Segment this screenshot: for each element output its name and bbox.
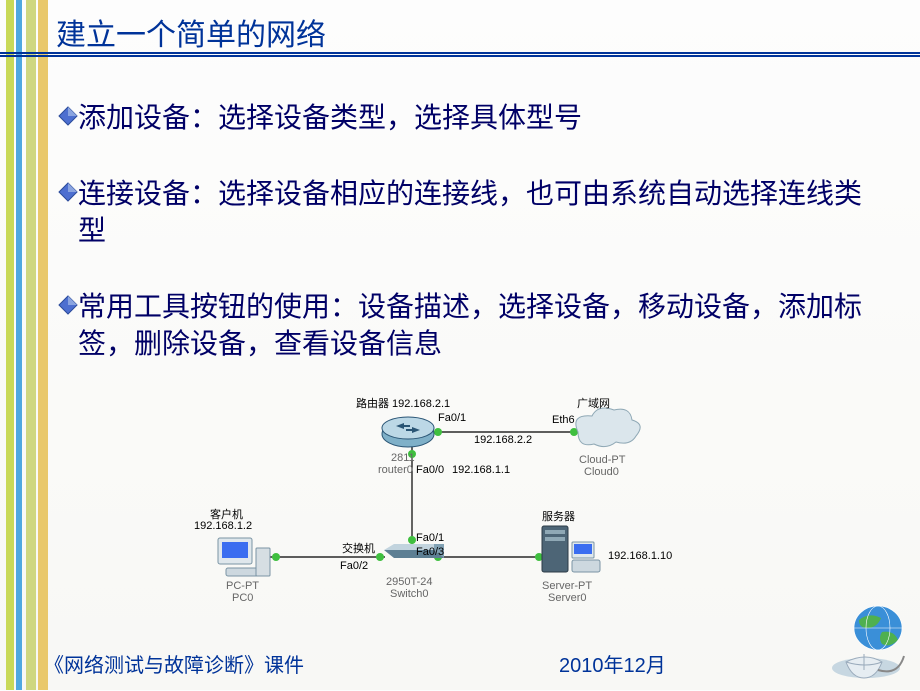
stripe — [26, 0, 36, 690]
pc-icon — [218, 538, 270, 576]
ip-rc-label: 192.168.2.2 — [474, 434, 532, 446]
cloud-top-label: 广域网 — [577, 395, 610, 411]
pc-l1: PC-PT — [226, 580, 259, 592]
footer-left: 《网络测试与故障诊断》课件 — [44, 655, 304, 677]
title-area: 建立一个简单的网络 — [56, 10, 326, 54]
footer: 《网络测试与故障诊断》课件 2010年12月 — [44, 649, 900, 678]
port-dot — [376, 553, 384, 561]
router-l2: router0 — [378, 464, 413, 476]
fa00-r-label: Fa0/0 — [416, 464, 444, 476]
diamond-bullet-icon — [58, 182, 78, 202]
ip-r-sw-label: 192.168.1.1 — [452, 464, 510, 476]
footer-right: 2010年12月 — [559, 649, 666, 678]
bullet-item: 连接设备：选择设备相应的连接线，也可由系统自动选择连线类型 — [58, 176, 890, 249]
switch-l2: Switch0 — [390, 588, 429, 600]
stripe — [16, 0, 22, 690]
cloud-icon — [576, 408, 640, 447]
router-icon — [382, 417, 434, 447]
left-stripes — [0, 0, 54, 690]
switch-l1: 2950T-24 — [386, 576, 432, 588]
server-l1: Server-PT — [542, 580, 592, 592]
server-ip: 192.168.1.10 — [608, 550, 672, 562]
eth6-label: Eth6 — [552, 414, 575, 426]
fa01-s-label: Fa0/1 — [416, 532, 444, 544]
diamond-bullet-icon — [58, 295, 78, 315]
fa03-s-label: Fa0/3 — [416, 546, 444, 558]
pc-ip: 192.168.1.2 — [194, 520, 252, 532]
diagram-svg — [180, 392, 740, 632]
switch-top-label: 交换机 — [342, 540, 375, 556]
slide-title: 建立一个简单的网络 — [56, 10, 326, 54]
port-dot — [408, 536, 416, 544]
port-dot — [272, 553, 280, 561]
fa02-s-label: Fa0/2 — [340, 560, 368, 572]
diamond-bullet-icon — [58, 106, 78, 126]
router-l1: 2811 — [391, 452, 415, 464]
bullet-text: 连接设备：选择设备相应的连接线，也可由系统自动选择连线类型 — [78, 176, 868, 249]
stripe — [38, 0, 48, 690]
title-underline-1 — [0, 52, 920, 54]
bullet-list: 添加设备：选择设备类型，选择具体型号连接设备：选择设备相应的连接线，也可由系统自… — [58, 100, 890, 402]
stripe — [6, 0, 14, 690]
title-underline-2 — [0, 55, 920, 57]
port-dot — [434, 428, 442, 436]
server-l2: Server0 — [548, 592, 587, 604]
pc-l2: PC0 — [232, 592, 253, 604]
router-top-label: 路由器 192.168.2.1 — [356, 395, 450, 411]
bullet-text: 常用工具按钮的使用：设备描述，选择设备，移动设备，添加标签，删除设备，查看设备信… — [78, 289, 868, 362]
bullet-text: 添加设备：选择设备类型，选择具体型号 — [78, 100, 582, 136]
server-icon — [542, 526, 600, 572]
globe-mouse-icon — [826, 596, 916, 686]
network-diagram: 路由器 192.168.2.1 广域网 Fa0/1 Eth6 192.168.2… — [180, 392, 740, 632]
bullet-item: 常用工具按钮的使用：设备描述，选择设备，移动设备，添加标签，删除设备，查看设备信… — [58, 289, 890, 362]
cloud-l2: Cloud0 — [584, 466, 619, 478]
fa01-r-label: Fa0/1 — [438, 412, 466, 424]
server-top-label: 服务器 — [542, 508, 575, 524]
cloud-l1: Cloud-PT — [579, 454, 625, 466]
bullet-item: 添加设备：选择设备类型，选择具体型号 — [58, 100, 890, 136]
